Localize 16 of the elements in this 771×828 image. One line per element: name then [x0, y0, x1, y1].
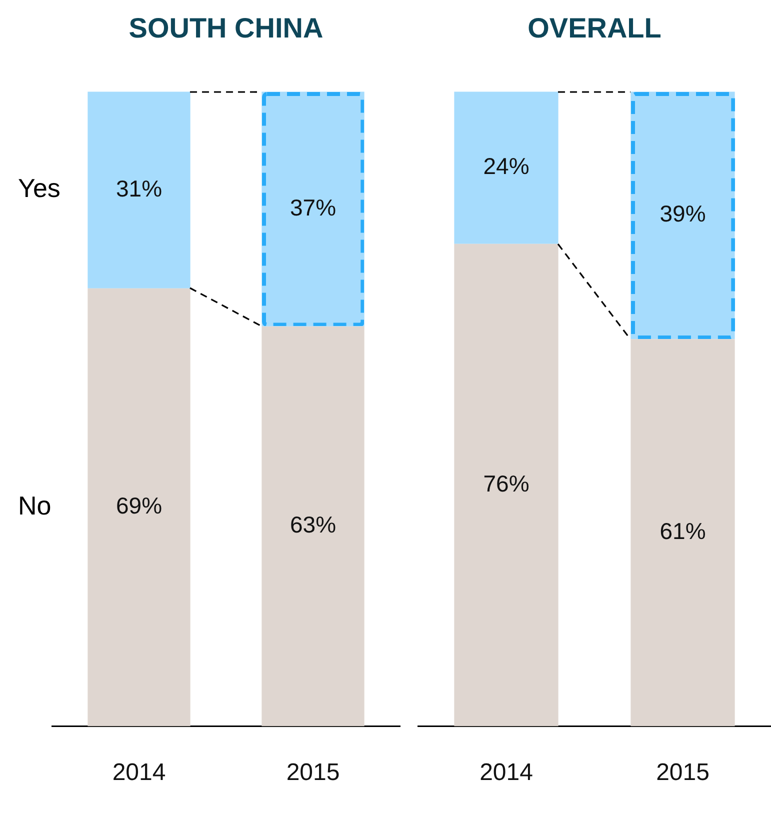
- data-label: 24%: [483, 153, 530, 180]
- data-label: 76%: [483, 470, 530, 496]
- data-label: 69%: [116, 492, 162, 519]
- data-label: 63%: [290, 512, 336, 538]
- x-tick-label: 2015: [286, 759, 340, 786]
- data-label: 61%: [660, 518, 706, 544]
- data-label: 31%: [116, 175, 162, 202]
- series-label: Yes: [18, 173, 60, 204]
- x-tick-label: 2015: [656, 759, 710, 786]
- chart-title: OVERALL: [528, 12, 662, 44]
- x-tick-label: 2014: [112, 759, 166, 786]
- data-label: 39%: [660, 200, 706, 227]
- chart-title: SOUTH CHINA: [128, 12, 324, 44]
- series-label: No: [18, 490, 52, 520]
- x-tick-label: 2014: [480, 759, 533, 786]
- data-label: 37%: [290, 194, 336, 220]
